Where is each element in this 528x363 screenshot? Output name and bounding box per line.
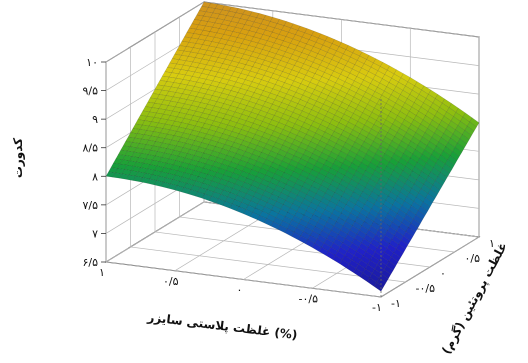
surface-patch [447, 155, 458, 166]
surface-patch [444, 159, 455, 170]
y-tick-label: ۰ [440, 267, 446, 280]
surface-patch [408, 222, 419, 233]
surface-patch [395, 244, 406, 254]
z-tick-label: ۹ [92, 113, 98, 126]
z-tick-label: ۱۰ [86, 56, 98, 69]
z-tick-label: ۷ [92, 227, 98, 240]
surface-patch [388, 256, 399, 267]
surface-patch [403, 231, 414, 241]
surface-patch [373, 281, 384, 292]
surface-patch [427, 189, 438, 199]
x-tick-label: ۱ [99, 266, 105, 279]
y-tick-label: -۰/۵ [416, 282, 436, 295]
z-tick-label: ۷/۵ [82, 199, 98, 212]
x-tick-label: -۰/۵ [299, 292, 319, 305]
surface-patch [398, 239, 409, 250]
x-axis-label: غلظت پلاستی سایزر (%) [146, 310, 298, 342]
response-surface [105, 1, 480, 292]
z-tick-label: ۹/۵ [82, 85, 98, 98]
x-tick-label: ۰ [237, 284, 243, 297]
y-tick-label: -۱ [391, 297, 401, 310]
surface-patch [420, 201, 431, 212]
y-tick-label: ۰/۵ [465, 252, 481, 265]
surface-patch [454, 142, 465, 153]
z-tick-label: ۶/۵ [82, 256, 98, 269]
surface-patch [440, 168, 450, 178]
surface-patch [442, 163, 453, 174]
surface-patch [466, 121, 477, 132]
surface-patch [417, 206, 428, 216]
surface-patch [383, 265, 394, 275]
surface-patch [393, 248, 404, 258]
surface-patch [410, 218, 421, 229]
surface-patch [415, 210, 426, 220]
surface-patch [469, 117, 480, 128]
z-tick-label: ۸/۵ [82, 142, 98, 155]
z-tick-label: ۸ [92, 170, 98, 183]
y-grid-line [130, 47, 406, 283]
surface-patch [435, 176, 445, 187]
y-tick-label: ۱ [489, 237, 495, 250]
surface-patch [459, 134, 470, 145]
z-axis-label: کدورت [11, 138, 26, 178]
surface-patch [386, 260, 396, 271]
surface-patch [405, 227, 416, 237]
surface-patch [391, 252, 401, 263]
surface-patch [430, 184, 441, 195]
tick-labels: ۱۰۹/۵۹۸/۵۸۷/۵۷۶/۵۱۰/۵۰-۰/۵-۱۱۰/۵۰-۰/۵-۱ [82, 56, 494, 314]
surface-patch [464, 125, 475, 136]
surface-patch [432, 180, 443, 191]
surface-patch [457, 138, 468, 149]
surface-patch [422, 197, 433, 208]
x-tick-label: -۱ [372, 301, 382, 314]
x-tick-label: ۰/۵ [163, 275, 179, 288]
surface-patch [381, 269, 392, 279]
surface-patch [452, 147, 463, 157]
